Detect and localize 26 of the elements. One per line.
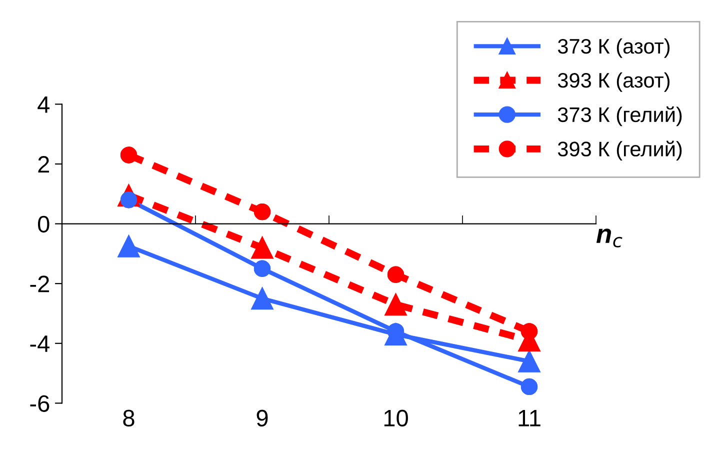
point <box>518 350 540 372</box>
point <box>520 323 538 340</box>
legend-label: 393 К (азот) <box>558 72 670 92</box>
y-tick-label: -6 <box>30 395 50 412</box>
legend-label: 393 К (гелий) <box>558 140 682 161</box>
point <box>120 146 138 164</box>
point <box>254 203 271 220</box>
y-tick-label: -2 <box>30 276 50 292</box>
point <box>251 236 274 259</box>
x-tick-label: 9 <box>256 410 268 426</box>
point <box>118 235 140 258</box>
legend-label: 373 К (гелий) <box>558 106 682 126</box>
y-tick-label: -4 <box>30 336 50 352</box>
x-axis-title: n$_{c}$ <box>596 228 622 248</box>
point <box>251 287 274 310</box>
point <box>254 260 271 277</box>
legend-label: 373 К (азот) <box>558 38 670 58</box>
y-tick-label: 2 <box>38 156 50 173</box>
x-tick-label: 8 <box>123 410 134 426</box>
point <box>387 266 404 283</box>
point <box>384 293 407 316</box>
x-tick-label: 11 <box>518 410 540 426</box>
point <box>520 378 538 396</box>
y-tick-label: 4 <box>38 96 50 113</box>
x-tick-label: 10 <box>384 410 408 426</box>
y-tick-label: 0 <box>38 216 50 233</box>
